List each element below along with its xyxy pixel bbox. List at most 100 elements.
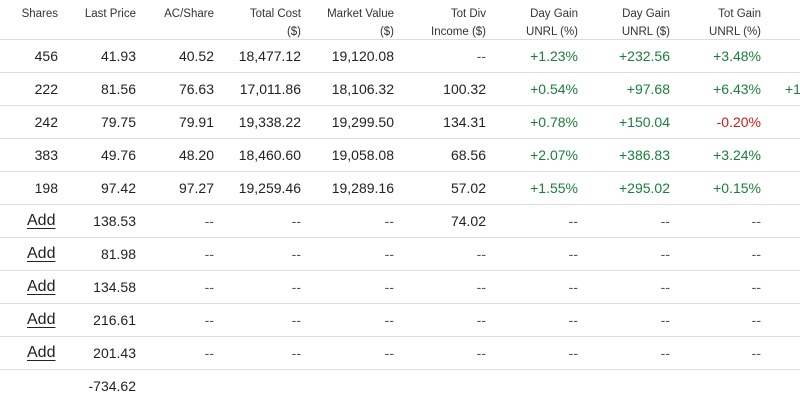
header-ac-share[interactable]: AC/Share	[164, 5, 214, 23]
header-sublabel: UNRL (%)	[709, 26, 761, 38]
cell-day-gain-usd: +232.56	[619, 48, 670, 64]
table-row: 242 79.75 79.91 19,338.22 19,299.50 134.…	[0, 106, 800, 139]
cell-ac-share: --	[204, 279, 214, 295]
cell-tot-gain-pct: +6.43%	[713, 81, 761, 97]
cell-total-cost: 19,259.46	[238, 180, 301, 196]
cell-market-value: --	[384, 312, 394, 328]
cell-tot-gain-pct: +3.48%	[713, 48, 761, 64]
header-market-value[interactable]: Market Value ($)	[327, 5, 394, 41]
cell-day-gain-usd: --	[660, 246, 670, 262]
cell-market-value: 19,289.16	[331, 180, 394, 196]
cell-day-gain-usd: +150.04	[619, 114, 670, 130]
cell-total-cost: --	[291, 213, 301, 229]
table-row: 222 81.56 76.63 17,011.86 18,106.32 100.…	[0, 73, 800, 106]
cell-tot-div: 100.32	[443, 81, 486, 97]
cell-last-price: 81.56	[100, 81, 136, 97]
add-shares-link[interactable]: Add	[27, 344, 56, 361]
cell-ac-share[interactable]: 40.52	[178, 48, 214, 64]
header-shares[interactable]: Shares	[22, 5, 58, 23]
cell-day-gain-pct: +1.23%	[530, 48, 578, 64]
cell-cutoff-value: +1	[785, 81, 800, 97]
cell-day-gain-pct: +1.55%	[530, 180, 578, 196]
add-row: Add 216.61 -- -- -- -- -- -- --	[0, 304, 800, 337]
header-label: Shares	[21, 8, 58, 20]
header-last-price[interactable]: Last Price	[85, 5, 136, 23]
cell-ac-share[interactable]: 97.27	[178, 180, 214, 196]
cell-tot-gain-pct: +3.24%	[713, 147, 761, 163]
header-day-gain-pct[interactable]: Day Gain UNRL (%)	[526, 5, 578, 41]
cell-last-price: 138.53	[93, 213, 136, 229]
cell-total-cost: --	[291, 345, 301, 361]
cell-tot-div: 57.02	[450, 180, 486, 196]
cell-total-cost: --	[291, 312, 301, 328]
cell-shares[interactable]: 198	[34, 180, 58, 196]
cell-shares[interactable]: 456	[34, 48, 58, 64]
cell-day-gain-pct: +2.07%	[530, 147, 578, 163]
cell-last-price: 41.93	[100, 48, 136, 64]
header-sublabel: Income ($)	[431, 26, 486, 38]
cell-day-gain-usd: --	[660, 345, 670, 361]
cell-market-value: 19,058.08	[331, 147, 394, 163]
cell-day-gain-pct: --	[568, 312, 578, 328]
cell-last-price: 79.75	[100, 114, 136, 130]
cell-last-price: 49.76	[100, 147, 136, 163]
cell-day-gain-usd: --	[660, 213, 670, 229]
cell-tot-gain-pct: --	[751, 279, 761, 295]
add-shares-link[interactable]: Add	[27, 245, 56, 262]
cell-day-gain-usd: +97.68	[626, 81, 670, 97]
cell-day-gain-pct: --	[568, 213, 578, 229]
add-row: Add 201.43 -- -- -- -- -- -- --	[0, 337, 800, 370]
cell-market-value: --	[384, 246, 394, 262]
cell-day-gain-pct: +0.54%	[530, 81, 578, 97]
cell-tot-div: 74.02	[450, 213, 486, 229]
cell-tot-div: 134.31	[443, 114, 486, 130]
cell-total-cost: 18,477.12	[238, 48, 301, 64]
header-label: Total Cost	[249, 8, 301, 20]
cell-tot-gain-pct: --	[751, 312, 761, 328]
cell-day-gain-pct: +0.78%	[530, 114, 578, 130]
add-shares-link[interactable]: Add	[27, 278, 56, 295]
cell-market-value: 18,106.32	[331, 81, 394, 97]
cell-ac-share[interactable]: 76.63	[178, 81, 214, 97]
cell-day-gain-usd: +386.83	[619, 147, 670, 163]
table-row: 456 41.93 40.52 18,477.12 19,120.08 -- +…	[0, 40, 800, 73]
cell-last-price: 81.98	[100, 246, 136, 262]
cell-tot-div: --	[476, 246, 486, 262]
cell-tot-div: 68.56	[450, 147, 486, 163]
cell-shares[interactable]: 242	[34, 114, 58, 130]
cell-ac-share[interactable]: 48.20	[178, 147, 214, 163]
header-label: Day Gain	[530, 8, 578, 20]
cell-tot-gain-pct: +0.15%	[713, 180, 761, 196]
header-sublabel: UNRL ($)	[621, 26, 670, 38]
header-label: AC/Share	[164, 8, 214, 20]
cell-last-price: 134.58	[93, 279, 136, 295]
header-sublabel: ($)	[286, 26, 301, 38]
add-shares-link[interactable]: Add	[27, 311, 56, 328]
cell-tot-gain-pct: --	[751, 345, 761, 361]
cell-last-price: 97.42	[100, 180, 136, 196]
header-day-gain-usd[interactable]: Day Gain UNRL ($)	[622, 5, 670, 41]
cell-total-cost: --	[291, 246, 301, 262]
table-row: 383 49.76 48.20 18,460.60 19,058.08 68.5…	[0, 139, 800, 172]
cell-day-gain-usd: --	[660, 279, 670, 295]
cell-ac-share: --	[204, 246, 214, 262]
add-row: Add 138.53 -- -- -- 74.02 -- -- --	[0, 205, 800, 238]
header-tot-div[interactable]: Tot Div Income ($)	[431, 5, 486, 41]
cell-day-gain-usd: --	[660, 312, 670, 328]
add-shares-link[interactable]: Add	[27, 212, 56, 229]
header-sublabel: ($)	[379, 26, 394, 38]
cell-tot-div: --	[476, 48, 486, 64]
cell-market-value: 19,120.08	[331, 48, 394, 64]
header-label: Tot Gain	[718, 8, 761, 20]
header-total-cost[interactable]: Total Cost ($)	[250, 5, 301, 41]
header-tot-gain-pct[interactable]: Tot Gain UNRL (%)	[709, 5, 761, 41]
cell-day-gain-pct: --	[568, 345, 578, 361]
header-label: Last Price	[84, 8, 136, 20]
cell-last-price: 201.43	[93, 345, 136, 361]
cell-shares[interactable]: 222	[34, 81, 58, 97]
add-row: Add 81.98 -- -- -- -- -- -- --	[0, 238, 800, 271]
cell-ac-share[interactable]: 79.91	[178, 114, 214, 130]
cell-shares[interactable]: 383	[34, 147, 58, 163]
cell-day-gain-pct: --	[568, 246, 578, 262]
